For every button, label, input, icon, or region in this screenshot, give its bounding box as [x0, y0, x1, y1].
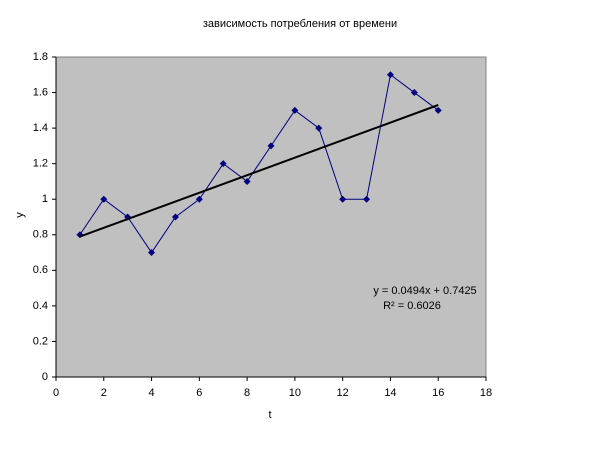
x-axis-label: t [268, 409, 271, 421]
marker [291, 106, 299, 114]
y-tick-label: 1.6 [33, 86, 48, 98]
marker [219, 160, 227, 168]
marker [434, 106, 442, 114]
series-line [79, 73, 439, 254]
marker [100, 195, 108, 203]
trend-equation: y = 0.0494x + 0.7425 [373, 285, 476, 297]
marker [148, 249, 156, 257]
chart-title: зависимость потребления от времени [203, 18, 397, 30]
marker [315, 124, 323, 132]
y-tick-label: 0.8 [33, 229, 48, 241]
marker [386, 71, 394, 79]
marker [171, 213, 179, 221]
trend-line [79, 104, 439, 238]
y-tick-label: 1.4 [33, 122, 48, 134]
y-axis-label: y [14, 212, 26, 218]
x-tick-label: 6 [196, 387, 202, 399]
y-tick-label: 1.2 [33, 158, 48, 170]
marker [339, 195, 347, 203]
x-tick-label: 2 [101, 387, 107, 399]
y-tick-label: 0.6 [33, 264, 48, 276]
x-tick-label: 12 [337, 387, 349, 399]
marker [267, 142, 275, 150]
x-tick-label: 10 [289, 387, 301, 399]
y-tick-label: 0 [42, 371, 48, 383]
x-tick-label: 0 [53, 387, 59, 399]
plot-area [55, 56, 487, 378]
marker [243, 177, 251, 185]
marker [195, 195, 203, 203]
y-tick-label: 1.8 [33, 51, 48, 63]
x-tick-label: 14 [384, 387, 396, 399]
y-tick-label: 0.4 [33, 300, 48, 312]
y-tick-label: 1 [42, 193, 48, 205]
marker [410, 89, 418, 97]
x-tick-label: 8 [244, 387, 250, 399]
marker [363, 195, 371, 203]
x-tick-label: 18 [480, 387, 492, 399]
r-squared: R² = 0.6026 [383, 300, 441, 312]
x-tick-label: 16 [432, 387, 444, 399]
y-tick-label: 0.2 [33, 335, 48, 347]
x-tick-label: 4 [148, 387, 154, 399]
